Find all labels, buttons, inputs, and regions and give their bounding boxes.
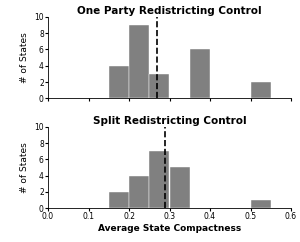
Bar [250,82,271,98]
Bar [109,66,129,98]
Bar [169,167,190,208]
Bar [190,49,210,98]
Bar [149,74,170,98]
Title: Split Redistricting Control: Split Redistricting Control [93,116,246,126]
X-axis label: Average State Compactness: Average State Compactness [98,224,241,233]
Y-axis label: # of States: # of States [20,142,29,193]
Bar [109,192,129,208]
Bar [129,176,149,208]
Bar [149,151,170,208]
Bar [250,200,271,208]
Y-axis label: # of States: # of States [20,32,29,83]
Title: One Party Redistricting Control: One Party Redistricting Control [77,6,262,16]
Bar [129,25,149,98]
